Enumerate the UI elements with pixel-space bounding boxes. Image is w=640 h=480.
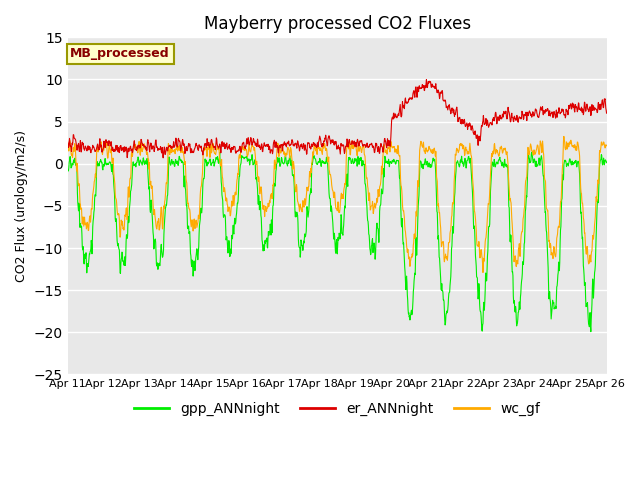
Title: Mayberry processed CO2 Fluxes: Mayberry processed CO2 Fluxes — [204, 15, 470, 33]
Legend: gpp_ANNnight, er_ANNnight, wc_gf: gpp_ANNnight, er_ANNnight, wc_gf — [129, 396, 546, 421]
Text: MB_processed: MB_processed — [70, 48, 170, 60]
Y-axis label: CO2 Flux (urology/m2/s): CO2 Flux (urology/m2/s) — [15, 130, 28, 282]
